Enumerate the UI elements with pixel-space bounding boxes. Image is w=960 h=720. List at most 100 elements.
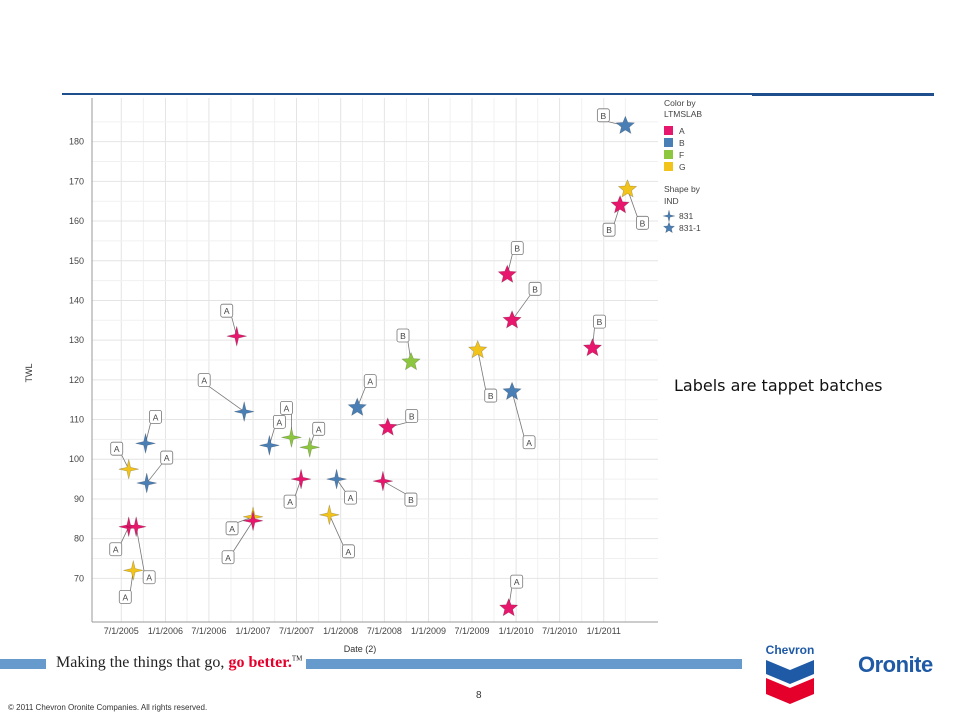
point-label: A: [225, 553, 231, 563]
point-marker: [326, 469, 347, 490]
point-label: B: [408, 495, 414, 505]
label-leader-line: [232, 520, 254, 552]
data-point: A: [118, 560, 144, 604]
point-marker: [582, 337, 603, 357]
copyright: © 2011 Chevron Oronite Companies. All ri…: [8, 703, 208, 712]
label-box: [225, 521, 239, 536]
point-label: A: [114, 444, 120, 454]
label-box: [528, 281, 542, 296]
legend-label: 831: [679, 211, 693, 221]
data-point: A: [126, 516, 156, 585]
point-marker: [234, 401, 255, 422]
data-point: A: [220, 303, 247, 347]
legend-label: F: [679, 150, 684, 160]
data-point: A: [280, 401, 302, 448]
data-point: B: [602, 194, 630, 237]
point-label: A: [277, 417, 283, 427]
color-legend-title: LTMSLAB: [664, 109, 702, 119]
label-box: [118, 589, 132, 604]
point-label: A: [526, 438, 532, 448]
label-box: [221, 550, 235, 565]
chevron-logo-blue-shape: [766, 660, 814, 684]
label-box: [312, 421, 326, 436]
label-box: [596, 108, 610, 123]
point-marker: [610, 194, 630, 214]
label-box: [220, 303, 234, 318]
point-label: A: [287, 497, 293, 507]
data-point: B: [596, 108, 636, 135]
x-tick-label: 7/1/2005: [104, 626, 139, 636]
legend-swatch: [664, 138, 673, 147]
point-marker: [372, 471, 393, 492]
point-label: B: [597, 317, 603, 327]
label-box: [272, 414, 286, 429]
label-leader-line: [477, 349, 487, 391]
label-leader-line: [511, 391, 525, 437]
point-label: A: [316, 424, 322, 434]
data-point: A: [299, 421, 326, 458]
point-label: A: [224, 306, 230, 316]
label-leader-line: [382, 480, 407, 495]
data-point: A: [347, 374, 377, 416]
label-box: [602, 222, 616, 237]
y-tick-label: 140: [69, 295, 84, 305]
label-box: [149, 409, 162, 424]
point-marker: [377, 417, 398, 436]
point-marker: [497, 264, 518, 283]
point-marker: [299, 437, 320, 458]
label-box: [160, 450, 174, 465]
point-label: B: [601, 111, 607, 121]
data-point: A: [197, 373, 255, 422]
point-marker: [136, 472, 157, 494]
point-label: A: [164, 453, 170, 463]
y-tick-label: 180: [69, 137, 84, 147]
data-point: B: [502, 281, 542, 329]
point-marker: [615, 115, 636, 135]
shape-legend-title: IND: [664, 196, 679, 206]
label-box: [197, 373, 211, 388]
x-tick-label: 7/1/2007: [279, 626, 314, 636]
page-number: 8: [476, 690, 482, 701]
data-point: B: [497, 241, 524, 283]
data-point: A: [259, 414, 286, 456]
point-marker: [502, 381, 522, 401]
label-box: [405, 409, 419, 423]
point-label: B: [606, 225, 612, 235]
tagline-main: Making the things that go,: [56, 654, 229, 671]
y-tick-label: 150: [69, 256, 84, 266]
data-point: A: [221, 510, 264, 565]
tagline-tm: TM: [291, 654, 303, 663]
point-label: A: [229, 524, 235, 534]
point-marker: [135, 433, 156, 454]
legend-swatch: [664, 162, 673, 171]
label-box: [109, 542, 123, 557]
label-leader-line: [146, 463, 163, 484]
legend-shape: [662, 209, 676, 223]
data-point: A: [283, 469, 312, 509]
y-tick-label: 120: [69, 375, 84, 385]
label-box: [283, 494, 297, 509]
label-box: [593, 314, 606, 329]
point-marker: [502, 309, 522, 329]
point-marker: [401, 351, 421, 371]
y-tick-label: 90: [74, 494, 84, 504]
point-label: B: [488, 391, 494, 401]
label-box: [280, 401, 293, 415]
data-point: A: [326, 469, 357, 505]
point-marker: [226, 326, 247, 347]
x-tick-label: 7/1/2010: [542, 626, 577, 636]
tagline: Making the things that go, go better.TM: [52, 654, 307, 672]
x-tick-label: 7/1/2009: [454, 626, 489, 636]
point-label: A: [113, 545, 119, 555]
x-tick-label: 1/1/2010: [499, 626, 534, 636]
point-label: A: [201, 376, 207, 386]
point-marker: [467, 339, 488, 359]
point-marker: [281, 427, 302, 448]
data-point: A: [498, 574, 524, 617]
x-tick-label: 1/1/2011: [587, 626, 621, 636]
point-label: A: [284, 403, 290, 413]
header-rule: [62, 93, 752, 95]
legend-shape: [662, 221, 676, 234]
point-label: A: [348, 493, 354, 503]
